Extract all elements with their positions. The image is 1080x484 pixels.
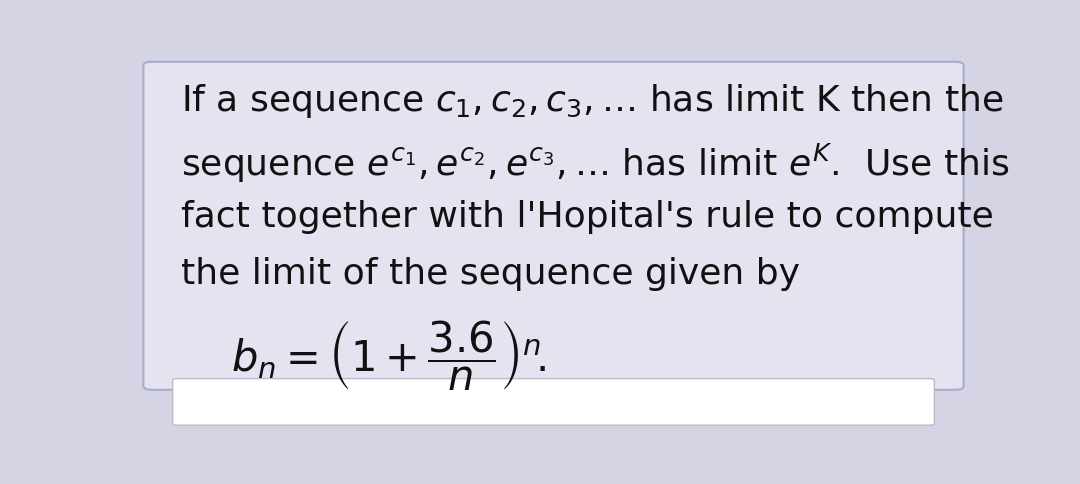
Text: $b_n = \left(1 + \dfrac{3.6}{n}\right)^{n}\!.$: $b_n = \left(1 + \dfrac{3.6}{n}\right)^{… [231, 319, 546, 393]
Text: If a sequence $c_1, c_2, c_3, \ldots$ has limit K then the: If a sequence $c_1, c_2, c_3, \ldots$ ha… [181, 82, 1003, 121]
FancyBboxPatch shape [173, 378, 934, 425]
Text: fact together with l'Hopital's rule to compute: fact together with l'Hopital's rule to c… [181, 200, 994, 234]
Text: sequence $e^{c_1}, e^{c_2}, e^{c_3}, \ldots$ has limit $e^{K}$.  Use this: sequence $e^{c_1}, e^{c_2}, e^{c_3}, \ld… [181, 142, 1010, 185]
Text: the limit of the sequence given by: the limit of the sequence given by [181, 257, 800, 291]
FancyBboxPatch shape [144, 62, 963, 390]
